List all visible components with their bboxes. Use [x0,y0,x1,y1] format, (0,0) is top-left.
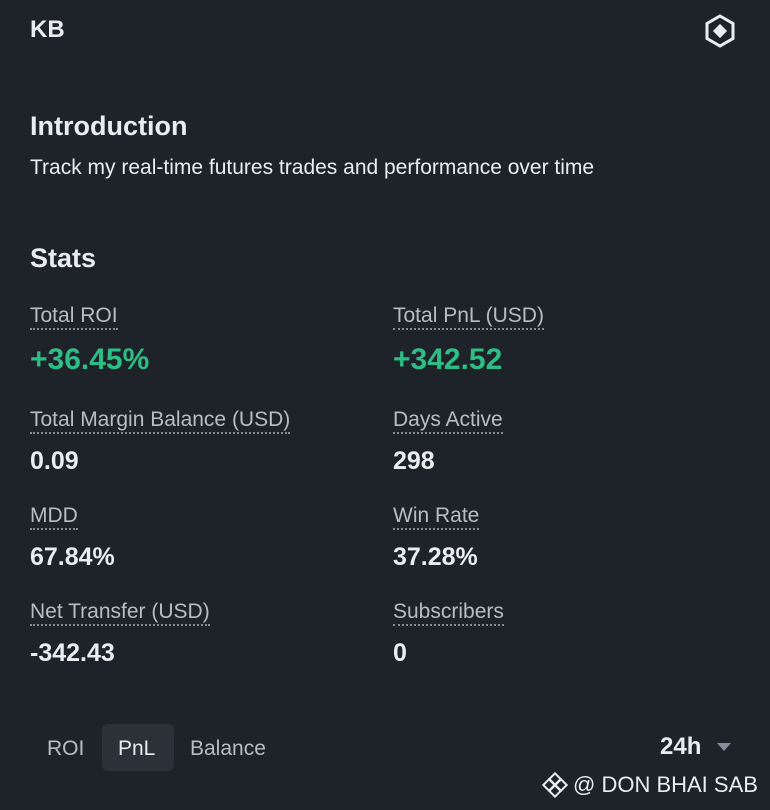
stat-label: Total ROI [30,305,118,330]
stats-title: Stats [30,243,97,273]
stat-label: Win Rate [393,505,480,530]
tab[interactable]: ROI [47,737,85,760]
tab[interactable]: Balance [190,737,266,760]
stat-value: 67.84% [30,543,115,571]
stat-value: 298 [393,447,435,475]
stat-value: 0 [393,639,407,667]
tab-highlight [102,724,174,771]
stat-value: +342.52 [393,343,503,376]
settings-icon[interactable] [702,13,738,49]
intro-text: Track my real-time futures trades and pe… [30,156,595,179]
header-title: KB [30,16,65,43]
stat-label: MDD [30,505,78,530]
watermark-logo [542,772,568,798]
stat-value: +36.45% [30,343,150,376]
intro-title: Introduction [30,111,188,141]
stat-value: -342.43 [30,639,115,667]
stat-label: Total PnL (USD) [393,305,544,330]
stat-value: 37.28% [393,543,478,571]
stat-label: Days Active [393,409,503,434]
watermark: @ DON BHAI SAB [573,772,758,797]
stat-label: Total Margin Balance (USD) [30,409,291,434]
stat-value: 0.09 [30,447,79,475]
tab-active[interactable]: PnL [118,737,156,760]
dropdown-arrow [717,743,731,751]
stat-label: Subscribers [393,601,504,626]
timeframe[interactable]: 24h [660,733,702,760]
stat-label: Net Transfer (USD) [30,601,210,626]
